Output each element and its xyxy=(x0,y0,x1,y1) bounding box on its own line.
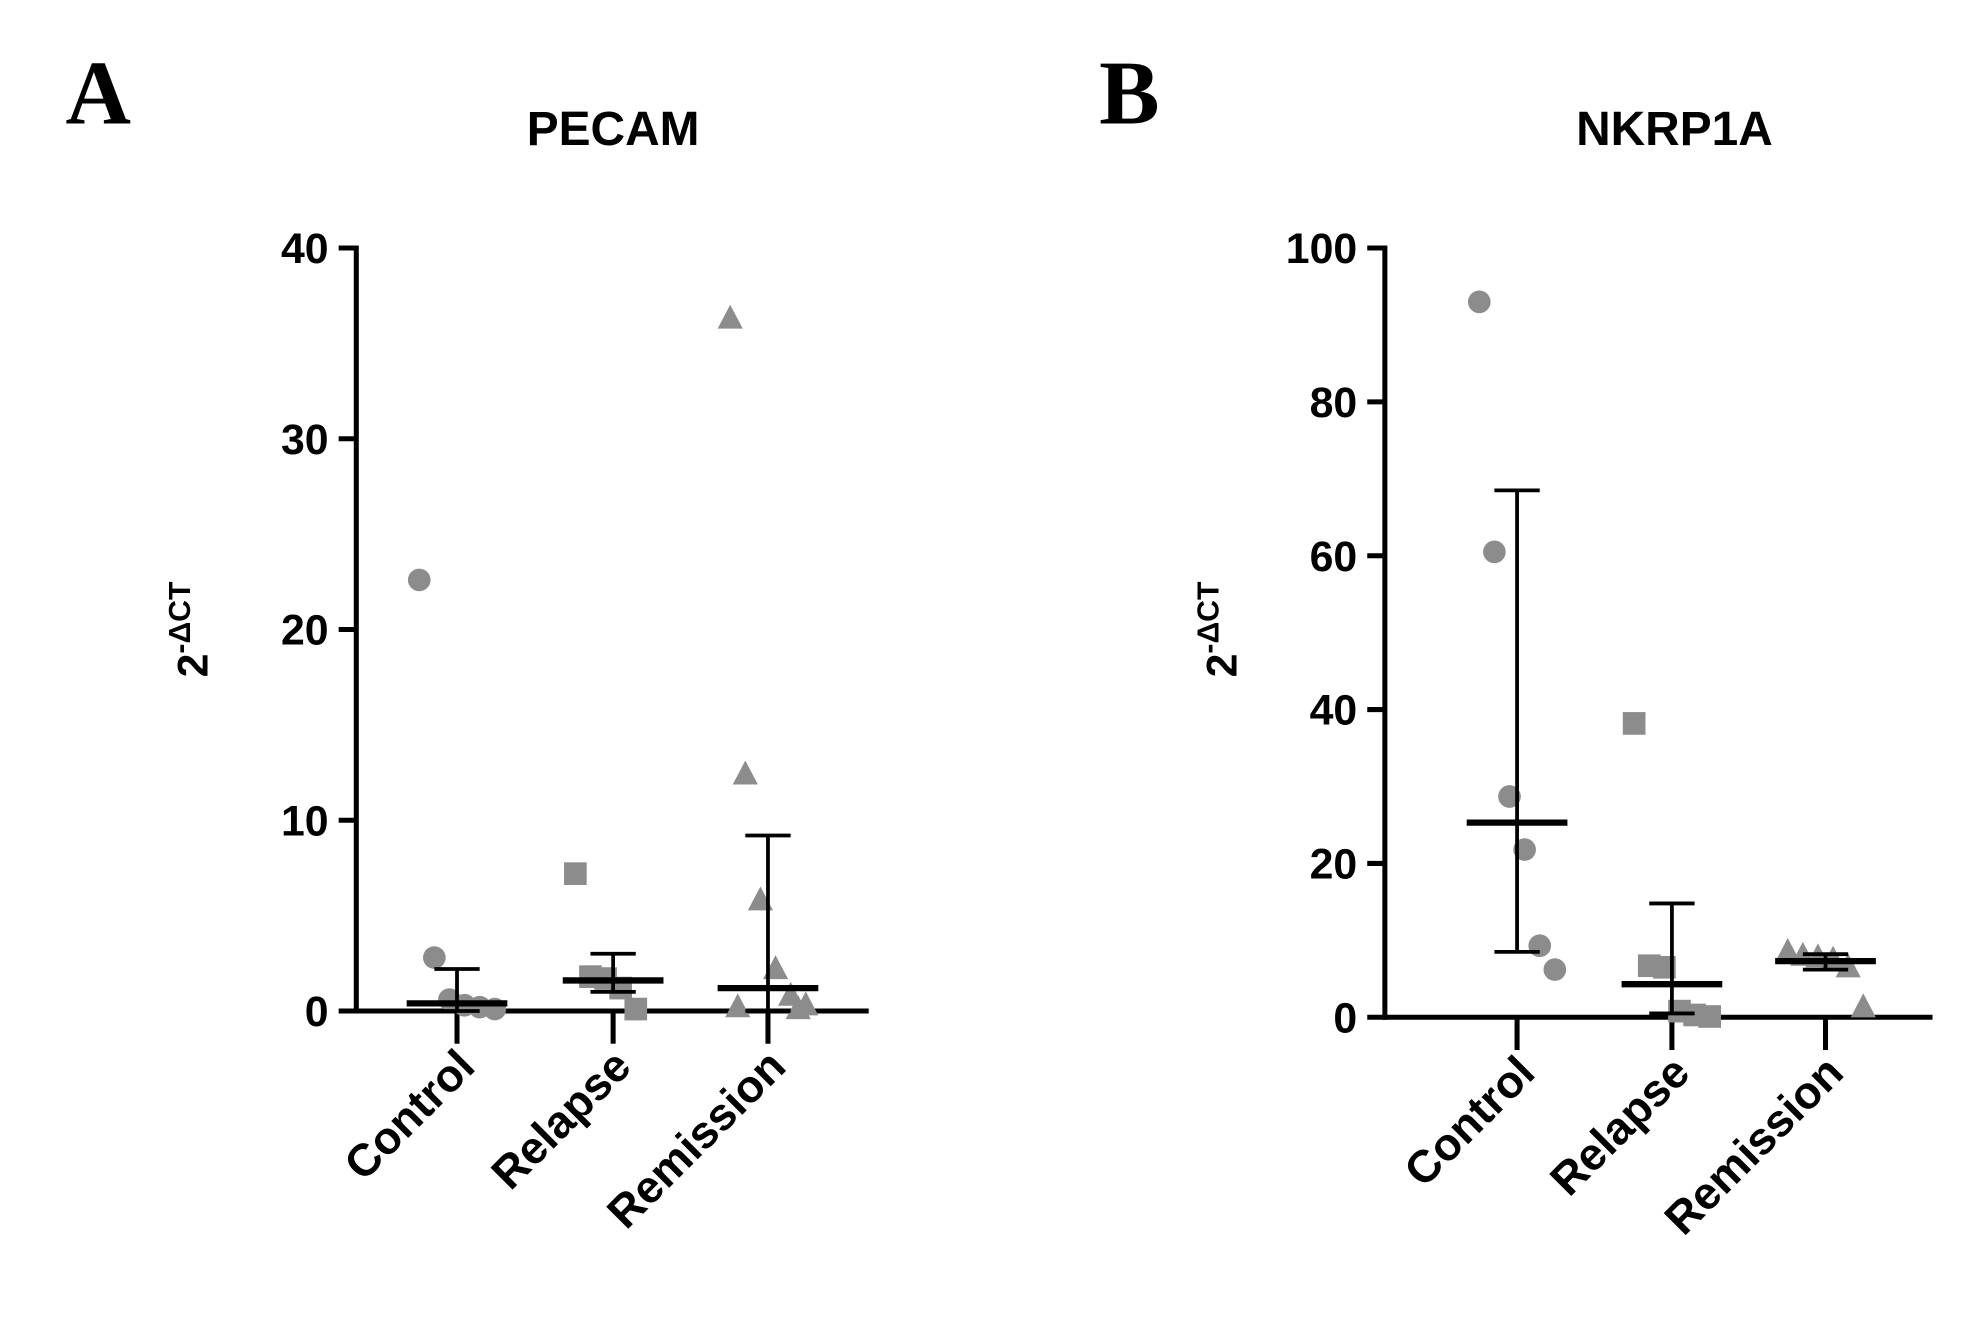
data-point xyxy=(1850,993,1876,1018)
data-point xyxy=(725,993,751,1018)
data-point xyxy=(423,946,446,969)
y-axis-label: 2-ΔCT xyxy=(164,581,218,677)
y-tick-label: 20 xyxy=(281,607,329,655)
data-point xyxy=(1467,290,1491,314)
x-tick-label: Control xyxy=(334,1040,484,1190)
chart-title: NKRP1A xyxy=(1576,103,1773,156)
data-point xyxy=(717,304,743,329)
data-point xyxy=(1483,540,1506,564)
data-point xyxy=(1775,938,1801,962)
y-axis-label-base: 2 xyxy=(1198,654,1246,678)
panel-letter: B xyxy=(1099,42,1159,143)
y-axis-label-sup: -ΔCT xyxy=(1193,581,1226,654)
y-tick-label: 80 xyxy=(1310,379,1358,427)
x-tick-label: Control xyxy=(1394,1046,1544,1196)
chart-title: PECAM xyxy=(527,103,700,156)
y-axis-label-base: 2 xyxy=(170,654,218,678)
y-tick-label: 30 xyxy=(281,416,329,464)
data-point xyxy=(624,997,648,1021)
x-tick-label: Relapse xyxy=(481,1040,640,1199)
y-tick-label: 100 xyxy=(1286,225,1357,273)
y-axis-label-sup: -ΔCT xyxy=(164,581,197,654)
y-tick-label: 0 xyxy=(1333,994,1357,1042)
x-tick-label: Relapse xyxy=(1540,1046,1699,1205)
panel-letter: A xyxy=(65,42,130,143)
data-point xyxy=(785,995,811,1020)
y-axis-label: 2-ΔCT xyxy=(1193,581,1247,677)
y-tick-label: 10 xyxy=(281,797,329,845)
data-point xyxy=(1543,958,1567,981)
data-point xyxy=(407,568,431,592)
data-point xyxy=(1698,1005,1722,1028)
y-tick-label: 60 xyxy=(1310,533,1358,581)
data-point xyxy=(1622,712,1646,735)
data-point xyxy=(564,862,587,885)
y-tick-label: 40 xyxy=(1310,687,1358,735)
data-point xyxy=(732,760,758,785)
y-tick-label: 40 xyxy=(281,225,329,273)
y-tick-label: 20 xyxy=(1310,841,1358,889)
y-tick-label: 0 xyxy=(305,988,329,1036)
